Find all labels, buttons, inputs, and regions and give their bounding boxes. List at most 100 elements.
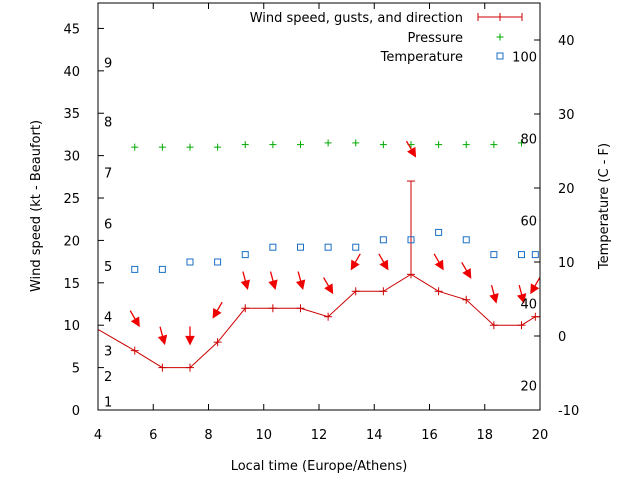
y-tick-label-right: 20 <box>558 182 575 197</box>
wind-arrow <box>350 253 361 271</box>
wind-arrow <box>268 271 278 291</box>
x-tick-label: 10 <box>255 428 272 443</box>
wind-arrow <box>516 284 527 304</box>
y-tick-label-left: 10 <box>63 319 80 334</box>
legend-label-pressure: Pressure <box>407 31 463 46</box>
temperature-point <box>324 243 332 251</box>
temperature-point <box>296 243 304 251</box>
beaufort-label: 3 <box>104 345 112 360</box>
wind-arrow <box>530 277 541 295</box>
y-tick-label-left: 35 <box>63 107 80 122</box>
plot-frame <box>97 2 541 411</box>
y-tick-label-right: 0 <box>558 330 566 345</box>
x-tick-label: 14 <box>366 428 383 443</box>
temperature-point <box>490 251 498 259</box>
temperature-point <box>379 236 387 244</box>
tick-labels: 4 6 8 10 12 14 16 18 20051015202530354045-100102… <box>63 22 579 443</box>
beaufort-label: 4 <box>104 311 112 326</box>
wind-arrow-head <box>324 283 334 295</box>
legend-label-temperature: Temperature <box>380 50 463 65</box>
x-tick-label: 4 <box>94 428 102 443</box>
wind-arrow-head <box>489 293 499 304</box>
y-tick-label-right: 30 <box>558 108 575 123</box>
legend-temperature-mark <box>496 52 504 60</box>
wind-arrow-head <box>516 293 527 304</box>
beaufort-label: 7 <box>104 167 112 182</box>
temperature-point <box>158 265 166 273</box>
wind-arrow-head <box>295 279 306 291</box>
fahrenheit-label: 20 <box>520 380 537 395</box>
beaufort-label: 1 <box>104 396 112 411</box>
y-tick-label-left: 0 <box>72 404 80 419</box>
fahrenheit-label: 80 <box>520 132 537 147</box>
x-tick-label: 8 <box>204 428 212 443</box>
temperature-point <box>186 258 194 266</box>
temperature-point <box>214 258 222 266</box>
wind-arrow-head <box>130 316 140 328</box>
wind-arrow-head <box>185 335 195 346</box>
wind-arrow <box>405 140 417 158</box>
temperature-series <box>131 228 539 273</box>
x-tick-label: 6 <box>149 428 157 443</box>
y-tick-label-left: 5 <box>72 362 80 377</box>
scale-labels: 1 2 3 4 5 6 7 8 9 20 40 60 80 100 <box>104 50 537 410</box>
temperature-point <box>131 265 139 273</box>
wind-arrow-head <box>434 259 444 271</box>
wind-arrow-head <box>157 334 168 346</box>
wind-arrow <box>185 326 195 346</box>
wind-arrow-head <box>407 146 417 158</box>
temperature-point <box>241 251 249 259</box>
x-tick-label: 20 <box>532 428 549 443</box>
y-tick-label-left: 40 <box>63 65 80 80</box>
temperature-point <box>517 251 525 259</box>
wind-series <box>98 180 540 372</box>
series-layer <box>98 139 541 372</box>
beaufort-label: 5 <box>104 260 112 275</box>
wind-speed-line <box>98 273 540 369</box>
y-tick-label-left: 15 <box>63 277 80 292</box>
y-tick-label-right: 10 <box>558 256 575 271</box>
temperature-point <box>462 236 470 244</box>
wind-arrow-head <box>350 259 360 271</box>
wind-arrow <box>240 271 251 291</box>
wind-arrow-head <box>462 268 472 279</box>
x-tick-label: 18 <box>476 428 493 443</box>
fahrenheit-label: 40 <box>520 297 537 312</box>
y-axis-label-right: Temperature (C - F) <box>597 143 612 270</box>
beaufort-label: 6 <box>104 217 112 232</box>
wind-arrow-head <box>530 283 540 295</box>
wind-arrow-head <box>212 307 222 319</box>
x-tick-label: 16 <box>421 428 438 443</box>
y-tick-label-left: 30 <box>63 150 80 165</box>
wind-arrow <box>461 261 472 279</box>
wind-arrow <box>212 301 223 319</box>
wind-arrow-head <box>268 279 278 291</box>
y-tick-label-right: 40 <box>558 34 575 49</box>
wind-arrow-head <box>240 279 251 291</box>
wind-arrow <box>378 253 389 271</box>
beaufort-label: 8 <box>104 116 112 131</box>
legend-label-wind: Wind speed, gusts, and direction <box>250 11 463 26</box>
x-tick-label: 12 <box>311 428 328 443</box>
temperature-point <box>407 236 415 244</box>
wind-arrow-head <box>379 259 389 271</box>
pressure-series <box>131 139 525 151</box>
y-tick-label-right: -10 <box>558 404 579 419</box>
wind-arrow <box>323 277 334 295</box>
temperature-point <box>435 228 443 236</box>
y-tick-label-left: 20 <box>63 234 80 249</box>
wind-arrow <box>489 284 499 304</box>
temperature-point <box>352 243 360 251</box>
wind-arrow <box>129 310 140 328</box>
y-tick-label-left: 45 <box>63 22 80 37</box>
y-axis-label-left: Wind speed (kt - Beaufort) <box>29 120 44 292</box>
temperature-point <box>531 251 539 259</box>
legend: Wind speed, gusts, and direction Pressure… <box>250 11 523 65</box>
wind-direction-arrows <box>129 140 541 346</box>
y-tick-label-left: 25 <box>63 192 80 207</box>
fahrenheit-label: 60 <box>520 215 537 230</box>
wind-arrow <box>157 326 168 346</box>
beaufort-label: 2 <box>104 370 112 385</box>
fahrenheit-label: 100 <box>512 50 537 65</box>
